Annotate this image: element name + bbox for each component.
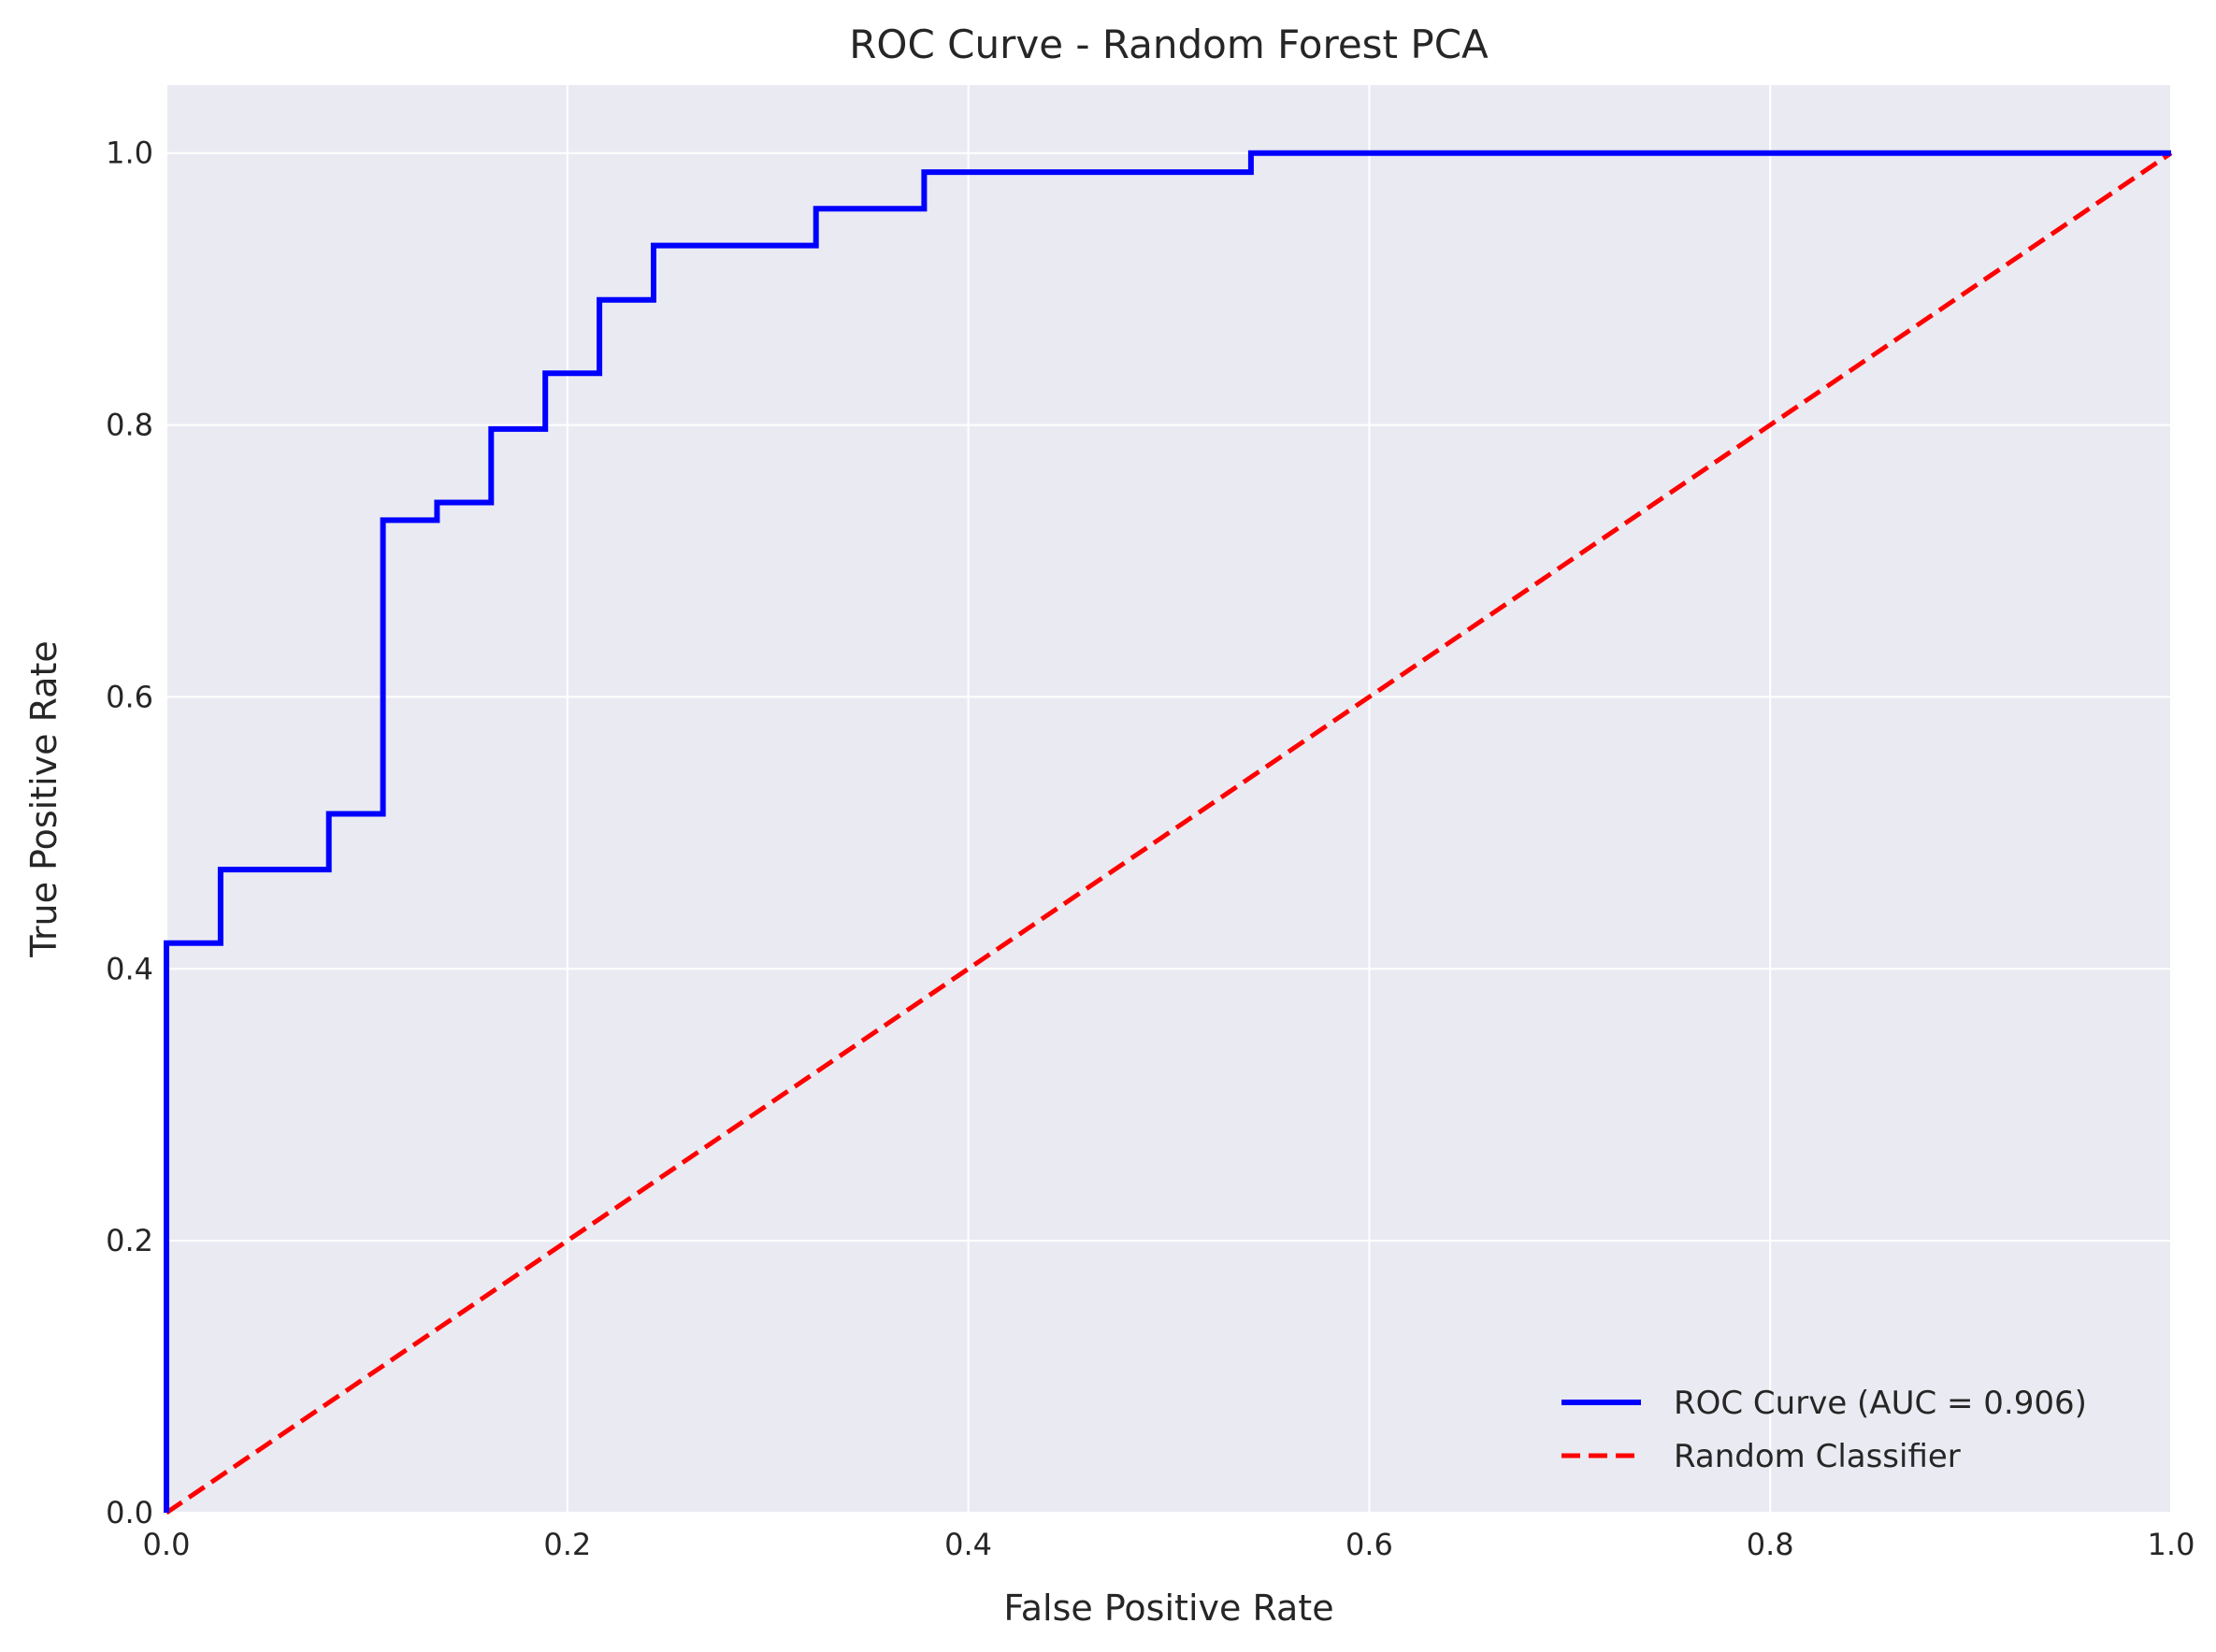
x-tick-label: 0.4	[944, 1527, 992, 1562]
y-tick-label: 0.8	[106, 408, 153, 443]
legend-label: Random Classifier	[1674, 1438, 1961, 1475]
x-axis-label: False Positive Rate	[1003, 1587, 1333, 1629]
x-tick-label: 1.0	[2148, 1527, 2195, 1562]
y-tick-label: 0.4	[106, 951, 153, 986]
legend: ROC Curve (AUC = 0.906) Random Classifier	[1561, 1385, 2087, 1475]
y-tick-label: 0.2	[106, 1223, 153, 1258]
y-tick-label: 0.6	[106, 679, 153, 714]
x-tick-label: 0.8	[1747, 1527, 1794, 1562]
random-classifier-line	[165, 151, 2173, 1516]
y-tick-label: 1.0	[106, 136, 153, 171]
plot-area	[166, 85, 2171, 1513]
x-tick-labels: 0.0 0.2 0.4 0.6 0.8 1.0	[143, 1527, 2195, 1562]
y-tick-label: 0.0	[106, 1495, 153, 1530]
x-tick-label: 0.6	[1345, 1527, 1393, 1562]
y-axis-label: True Positive Rate	[23, 640, 65, 958]
legend-label: ROC Curve (AUC = 0.906)	[1674, 1385, 2087, 1422]
roc-curve-line	[164, 150, 2171, 1513]
y-tick-labels: 0.0 0.2 0.4 0.6 0.8 1.0	[106, 136, 153, 1530]
grid-lines	[165, 85, 2172, 1514]
series-layer	[164, 150, 2173, 1516]
x-tick-label: 0.2	[543, 1527, 591, 1562]
chart-title: ROC Curve - Random Forest PCA	[849, 22, 1489, 67]
x-tick-label: 0.0	[143, 1527, 191, 1562]
